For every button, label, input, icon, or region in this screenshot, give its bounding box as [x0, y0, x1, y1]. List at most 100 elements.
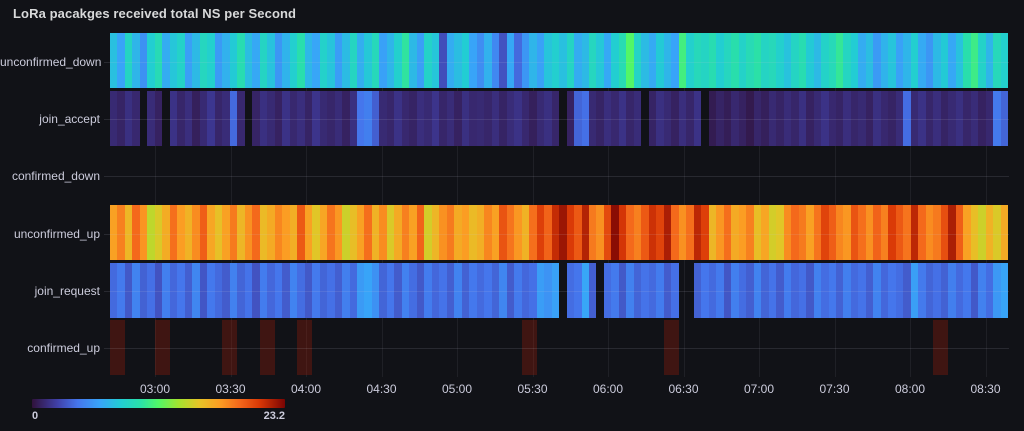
legend-min-value: 0 — [32, 410, 39, 422]
panel-title[interactable]: LoRa pacakges received total NS per Seco… — [13, 6, 297, 21]
heatmap-cell — [843, 320, 850, 375]
heatmap-cell — [147, 90, 155, 146]
heatmap-cell — [147, 205, 155, 261]
heatmap-cell — [431, 33, 440, 89]
heatmap-cell — [229, 319, 238, 375]
heatmap-cell — [633, 90, 642, 146]
heatmap-cell — [865, 90, 874, 146]
heatmap-cell — [850, 262, 859, 318]
heatmap-cell — [461, 205, 470, 261]
heatmap-cell — [604, 320, 611, 375]
heatmap-plot-area[interactable] — [110, 33, 1009, 377]
heatmap-cell — [282, 33, 290, 89]
heatmap-cell — [581, 33, 589, 89]
x-gridline — [457, 33, 458, 377]
heatmap-cell — [297, 90, 305, 146]
heatmap-row-confirmed_up[interactable] — [110, 319, 1009, 375]
heatmap-row-unconfirmed_up[interactable] — [110, 205, 1009, 261]
heatmap-cell — [903, 33, 911, 89]
heatmap-cell — [514, 320, 521, 375]
heatmap-cell — [850, 33, 859, 89]
heatmap-cell — [551, 262, 560, 318]
heatmap-cell — [589, 33, 597, 89]
heatmap-cell — [596, 320, 603, 375]
heatmap-cell — [401, 262, 410, 318]
heatmap-cell — [379, 33, 387, 89]
heatmap-cell — [806, 262, 814, 318]
heatmap-cell — [409, 90, 417, 146]
heatmap-cell — [349, 33, 357, 89]
heatmap-cell — [1001, 320, 1008, 375]
heatmap-cell — [409, 320, 416, 375]
heatmap-cell — [491, 90, 500, 146]
heatmap-cell — [828, 205, 836, 261]
heatmap-cell — [394, 262, 402, 318]
heatmap-cell — [813, 262, 822, 318]
heatmap-cell — [551, 90, 560, 146]
heatmap-cell — [708, 205, 717, 261]
heatmap-cell — [791, 90, 799, 146]
heatmap-cell — [731, 205, 739, 261]
heatmap-cell — [289, 90, 298, 146]
heatmap-cell — [963, 33, 971, 89]
heatmap-cell — [865, 205, 874, 261]
heatmap-cell — [529, 319, 537, 375]
heatmap-cell — [963, 90, 971, 146]
heatmap-cell — [918, 205, 926, 261]
heatmap-cell — [282, 320, 289, 375]
x-gridline — [683, 33, 685, 377]
heatmap-cell — [993, 33, 1001, 89]
heatmap-cell — [282, 205, 290, 261]
heatmap-cell — [394, 33, 402, 89]
heatmap-cell — [648, 33, 657, 89]
heatmap-cell — [589, 320, 596, 375]
heatmap-cell — [110, 205, 118, 261]
heatmap-cell — [431, 90, 440, 146]
heatmap-row-confirmed_down[interactable] — [110, 148, 1009, 203]
heatmap-cell — [1000, 33, 1009, 89]
heatmap-cell — [507, 320, 514, 375]
heatmap-cell — [686, 263, 693, 318]
heatmap-cell — [207, 90, 215, 146]
heatmap-row-join_accept[interactable] — [110, 90, 1009, 146]
heatmap-row-unconfirmed_down[interactable] — [110, 33, 1009, 89]
heatmap-row-join_request[interactable] — [110, 262, 1009, 318]
x-tick-05:00: 05:00 — [441, 382, 473, 396]
heatmap-cell — [641, 262, 649, 318]
heatmap-cell — [940, 205, 949, 261]
heatmap-cell — [776, 205, 784, 261]
heatmap-cell — [162, 262, 170, 318]
x-tick-04:00: 04:00 — [290, 382, 322, 396]
row-label-confirmed_up: confirmed_up — [27, 341, 100, 356]
heatmap-cell — [252, 205, 260, 261]
heatmap-cell — [769, 320, 776, 375]
heatmap-cell — [843, 33, 851, 89]
heatmap-cell — [484, 205, 492, 261]
heatmap-cell — [739, 320, 746, 375]
heatmap-cell — [177, 262, 185, 318]
heatmap-cell — [312, 205, 320, 261]
heatmap-cell — [154, 90, 163, 146]
heatmap-cell — [910, 262, 919, 318]
heatmap-cell — [925, 90, 934, 146]
heatmap-cell — [678, 205, 687, 261]
heatmap-cell — [416, 205, 425, 261]
heatmap-cell — [963, 262, 971, 318]
heatmap-cell — [424, 262, 432, 318]
heatmap-cell — [132, 90, 140, 146]
heatmap-cell — [244, 205, 253, 261]
heatmap-cell — [491, 205, 500, 261]
heatmap-cell — [207, 33, 215, 89]
heatmap-cell — [169, 262, 178, 318]
heatmap-cell — [259, 319, 268, 375]
heatmap-cell — [169, 90, 178, 146]
heatmap-cell — [274, 33, 283, 89]
heatmap-cell — [925, 205, 934, 261]
heatmap-cell — [806, 33, 814, 89]
heatmap-cell — [529, 33, 537, 89]
heatmap-cell — [469, 90, 477, 146]
heatmap-cell — [633, 262, 642, 318]
heatmap-cell — [581, 262, 589, 318]
heatmap-cell — [237, 262, 245, 318]
heatmap-cell — [671, 262, 679, 318]
